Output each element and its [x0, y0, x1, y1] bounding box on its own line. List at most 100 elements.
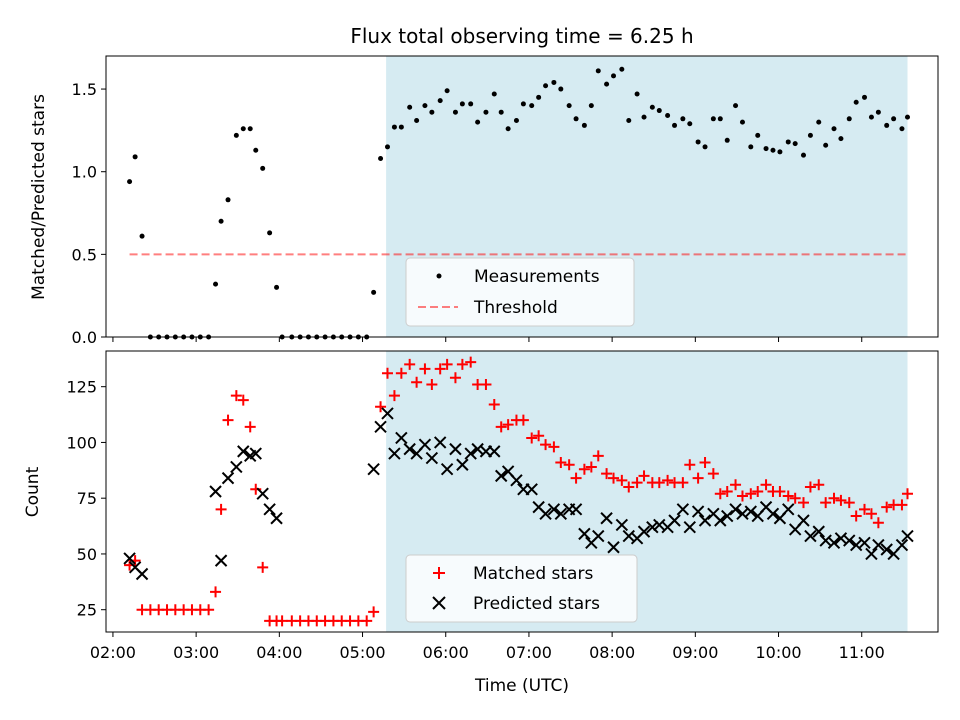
- ratio-legend-box: [405, 257, 635, 327]
- matched-stars-point: [813, 479, 825, 491]
- measurement-point: [733, 103, 739, 109]
- matched-stars-point: [623, 481, 635, 493]
- matched-stars-point: [526, 432, 538, 444]
- measurement-point: [573, 116, 579, 122]
- matched-stars-point: [222, 414, 234, 426]
- measurement-point: [378, 155, 384, 161]
- matched-stars-point: [835, 494, 847, 506]
- time-x-tick-label: 05:00: [339, 643, 385, 662]
- measurement-point: [816, 119, 822, 125]
- predicted-stars-point: [691, 505, 705, 518]
- predicted-stars-point: [464, 447, 477, 460]
- measurement-point: [225, 197, 231, 203]
- predicted-stars-point: [766, 507, 780, 521]
- predicted-stars-point: [843, 534, 856, 547]
- matched-stars-point: [707, 468, 719, 480]
- matched-stars-point: [388, 390, 400, 402]
- matched-stars-point: [865, 508, 877, 520]
- predicted-stars-point: [782, 503, 795, 516]
- matched-stars-point: [850, 510, 862, 522]
- measurement-point: [656, 108, 662, 114]
- matched-stars-point: [699, 457, 711, 469]
- predicted-stars-point: [668, 514, 681, 527]
- time-x-tick-label: 10:00: [755, 643, 801, 662]
- counts-panel: 25 50 75 100 125 02:00 03:00 04:00 05:00 06:00 07…: [23, 350, 939, 696]
- matched-stars-point: [381, 367, 393, 379]
- time-x-tick-label: 09:00: [672, 643, 718, 662]
- measurement-point: [491, 91, 497, 97]
- measurement-point: [853, 99, 859, 105]
- predicted-stars-point: [744, 505, 758, 518]
- measurement-point: [862, 94, 868, 100]
- measurement-point: [422, 103, 428, 109]
- ratio-y-tick-label: 0.0: [72, 328, 97, 347]
- matched-stars-point: [395, 367, 407, 379]
- measurement-point: [414, 117, 420, 123]
- measurement-point: [213, 281, 219, 287]
- matched-stars-point: [692, 472, 704, 484]
- matched-stars-point: [774, 486, 786, 497]
- matched-stars-point: [714, 488, 726, 500]
- matched-stars-point: [736, 490, 748, 502]
- measurement-point: [626, 117, 632, 123]
- measurement-point: [505, 126, 511, 132]
- predicted-stars-point: [858, 536, 871, 550]
- measurement-point: [520, 101, 526, 107]
- matched-stars-point: [419, 363, 431, 375]
- predicted-stars-point: [698, 514, 712, 527]
- measurement-point: [748, 144, 754, 150]
- measurement-point: [710, 116, 716, 122]
- predicted-stars-point: [425, 451, 439, 465]
- matched-stars-point: [631, 477, 643, 489]
- predicted-stars-point: [827, 536, 841, 550]
- matched-stars-point: [563, 459, 575, 471]
- matched-stars-point: [517, 414, 529, 426]
- measurement-point: [611, 73, 617, 79]
- matched-stars-point: [677, 477, 689, 489]
- measurement-point: [904, 114, 910, 120]
- measurement-point: [437, 98, 443, 104]
- matched-stars-point: [872, 517, 884, 529]
- time-x-tick-label: 06:00: [423, 643, 469, 662]
- matched-stars-point: [616, 474, 628, 486]
- predicted-stars-point: [729, 503, 742, 516]
- measurement-point: [240, 126, 246, 132]
- matched-stars-point: [244, 421, 256, 433]
- measurement-point: [595, 68, 601, 74]
- predicted-stars-point: [456, 458, 469, 471]
- predicted-stars-point: [440, 462, 454, 476]
- x-axis-label: Time (UTC): [474, 676, 569, 696]
- predicted-stars-point: [683, 520, 696, 534]
- predicted-stars-point: [230, 460, 243, 474]
- ratio-y-tick-label: 0.5: [72, 245, 97, 264]
- matched-stars-point: [375, 401, 387, 413]
- matched-stars-point: [480, 378, 492, 390]
- matched-stars-point: [721, 486, 733, 497]
- predicted-stars-point: [721, 509, 734, 523]
- count-y-tick-label: 50: [77, 545, 97, 564]
- matched-stars-point: [434, 363, 446, 375]
- matched-stars-point: [465, 356, 477, 368]
- time-x-tick-label: 02:00: [90, 643, 136, 662]
- ratio-x-ticks: [112, 337, 863, 342]
- measurement-point: [391, 124, 397, 130]
- measurement-point: [267, 230, 273, 236]
- predicted-stars-point: [637, 525, 651, 538]
- predicted-stars-point: [256, 487, 269, 500]
- predicted-stars-point: [123, 552, 136, 565]
- time-x-axis: 02:00 03:00 04:00 05:00 06:00 07:00 08:00 09:00…: [90, 632, 885, 662]
- predicted-stars-point: [221, 471, 235, 485]
- matched-stars-point: [426, 378, 438, 390]
- matched-stars-point: [570, 472, 582, 484]
- matched-stars-point: [502, 419, 514, 431]
- predicted-stars-point: [714, 514, 727, 527]
- predicted-stars-point: [569, 503, 583, 516]
- matched-stars-point: [601, 468, 613, 480]
- predicted-stars-point: [901, 529, 914, 543]
- predicted-stars-point: [646, 520, 659, 534]
- measurement-point: [770, 147, 776, 153]
- predicted-stars-point: [488, 445, 501, 458]
- predicted-stars-point: [525, 483, 538, 496]
- chart-title: Flux total observing time = 6.25 h: [350, 24, 693, 48]
- measurement-point: [838, 136, 844, 142]
